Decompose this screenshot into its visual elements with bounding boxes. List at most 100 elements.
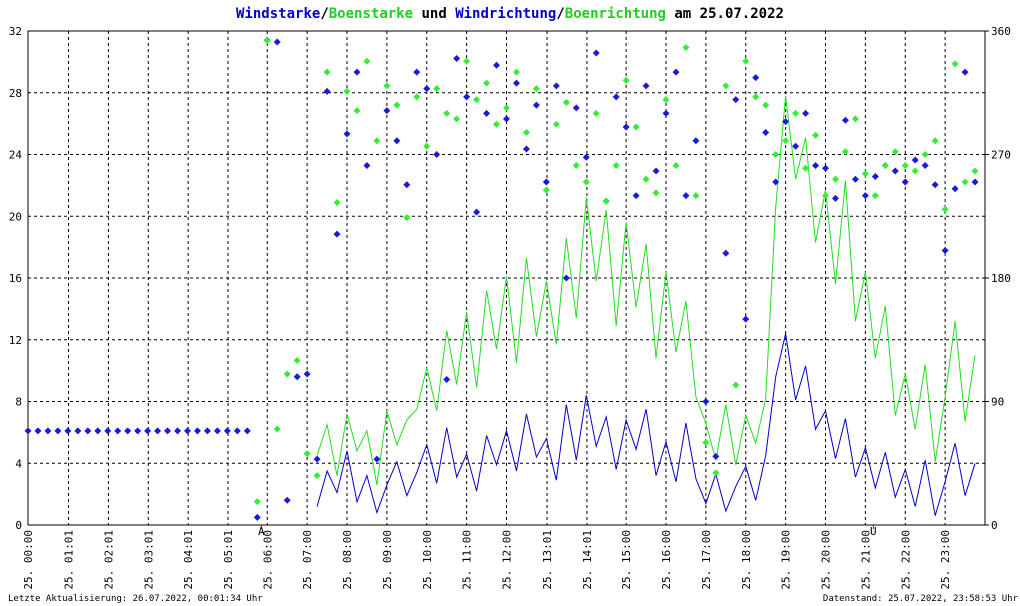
x-tick-label: 25. 03:01 bbox=[142, 530, 155, 590]
y-tick-label: 0 bbox=[15, 519, 22, 532]
direction-point bbox=[712, 469, 720, 477]
direction-point bbox=[762, 101, 770, 109]
direction-point bbox=[213, 427, 221, 435]
direction-point bbox=[423, 142, 431, 150]
direction-point bbox=[94, 427, 102, 435]
direction-point bbox=[383, 82, 391, 90]
x-tick-label: 25. 11:00 bbox=[461, 530, 474, 590]
direction-point bbox=[542, 178, 550, 186]
direction-point bbox=[503, 104, 510, 112]
direction-point bbox=[233, 427, 241, 435]
direction-point bbox=[562, 98, 570, 106]
direction-point bbox=[802, 164, 810, 172]
direction-point bbox=[792, 109, 800, 117]
x-tick-label: 25. 15:00 bbox=[620, 530, 633, 590]
x-tick-label: 25. 00:00 bbox=[22, 530, 35, 590]
x-tick-label: 25. 22:00 bbox=[899, 530, 912, 590]
direction-point bbox=[293, 356, 301, 364]
title-part: Windstarke bbox=[236, 6, 320, 22]
direction-point bbox=[303, 450, 311, 458]
direction-point bbox=[373, 455, 381, 463]
direction-point bbox=[74, 427, 82, 435]
direction-point bbox=[722, 249, 730, 257]
title-part: / bbox=[556, 6, 564, 22]
direction-point bbox=[353, 107, 361, 115]
direction-point bbox=[861, 192, 869, 200]
direction-point bbox=[582, 178, 590, 186]
direction-point bbox=[752, 74, 760, 82]
direction-point bbox=[313, 472, 321, 480]
direction-point bbox=[592, 109, 600, 117]
direction-point bbox=[24, 427, 32, 435]
x-tick-label: 25. 20:00 bbox=[820, 530, 833, 590]
direction-point bbox=[672, 68, 680, 76]
direction-point bbox=[812, 161, 820, 169]
direction-point bbox=[203, 427, 211, 435]
y2-tick-label: 0 bbox=[991, 519, 998, 532]
direction-point bbox=[662, 96, 670, 104]
y-tick-label: 16 bbox=[9, 272, 22, 285]
chart-title: Windstarke/Boenstarke und Windrichtung/B… bbox=[236, 6, 784, 22]
x-tick-label: 25. 14:01 bbox=[581, 530, 594, 590]
direction-point bbox=[393, 101, 401, 109]
direction-point bbox=[542, 186, 550, 194]
direction-point bbox=[921, 151, 929, 158]
direction-point bbox=[552, 82, 560, 90]
direction-point bbox=[702, 398, 710, 405]
x-tick-label: 25. 08:00 bbox=[341, 530, 354, 590]
x-tick-label: 25. 05:01 bbox=[222, 530, 235, 590]
x-tick-label: 25. 07:00 bbox=[301, 530, 314, 590]
direction-point bbox=[84, 427, 92, 435]
direction-point bbox=[463, 93, 471, 101]
y2-tick-label: 180 bbox=[991, 272, 1011, 285]
direction-point bbox=[652, 189, 660, 197]
direction-point bbox=[752, 93, 760, 101]
direction-point bbox=[931, 137, 939, 145]
direction-point bbox=[702, 439, 710, 447]
direction-point bbox=[253, 513, 261, 521]
x-tick-label: 25. 19:00 bbox=[780, 530, 793, 590]
direction-point bbox=[522, 129, 530, 137]
direction-point bbox=[313, 455, 321, 463]
direction-point bbox=[931, 181, 939, 189]
direction-point bbox=[742, 57, 750, 65]
y-tick-label: 32 bbox=[9, 25, 22, 38]
direction-point bbox=[672, 161, 680, 169]
direction-point bbox=[652, 167, 660, 175]
direction-point bbox=[891, 148, 899, 156]
direction-point bbox=[453, 115, 461, 123]
direction-point bbox=[612, 93, 620, 101]
direction-point bbox=[114, 427, 122, 435]
x-tick-label: 25. 12:00 bbox=[501, 530, 514, 590]
direction-point bbox=[841, 116, 849, 124]
direction-point bbox=[483, 79, 491, 87]
direction-point bbox=[851, 175, 859, 183]
direction-point bbox=[522, 145, 530, 153]
direction-point bbox=[911, 167, 919, 175]
direction-point bbox=[692, 137, 700, 145]
direction-point bbox=[243, 427, 251, 435]
direction-point bbox=[622, 76, 630, 84]
direction-point bbox=[54, 427, 62, 435]
direction-point bbox=[951, 185, 959, 193]
direction-point bbox=[353, 68, 361, 76]
direction-point bbox=[831, 175, 839, 183]
direction-point bbox=[164, 427, 172, 435]
direction-point bbox=[722, 82, 730, 90]
direction-point bbox=[592, 49, 600, 57]
direction-point bbox=[433, 85, 441, 93]
direction-point bbox=[712, 452, 720, 460]
title-part: Windrichtung bbox=[455, 6, 556, 22]
footer-left: Letzte Aktualisierung: 26.07.2022, 00:01… bbox=[8, 594, 263, 604]
direction-point bbox=[682, 192, 690, 200]
direction-point bbox=[503, 115, 510, 123]
direction-point bbox=[273, 425, 281, 433]
x-tick-label: 25. 17:00 bbox=[700, 530, 713, 590]
y2-tick-label: 90 bbox=[991, 396, 1004, 409]
direction-point bbox=[822, 164, 829, 172]
direction-point bbox=[473, 208, 481, 216]
plot-border bbox=[27, 30, 986, 526]
direction-point bbox=[512, 79, 520, 87]
x-tick-label: 25. 16:00 bbox=[660, 530, 673, 590]
direction-point bbox=[532, 85, 540, 93]
